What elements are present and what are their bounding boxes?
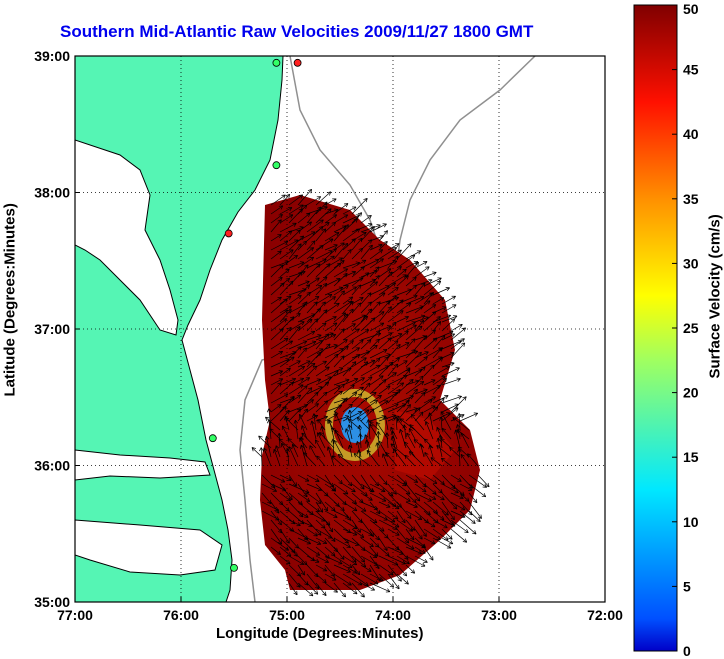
radar-stations — [208, 58, 302, 572]
x-tick-label: 73:00 — [481, 607, 517, 623]
x-tick-label: 76:00 — [163, 607, 199, 623]
y-tick-label: 39:00 — [34, 48, 70, 64]
fast-band — [395, 410, 455, 480]
colorbar-tick-label: 0 — [683, 643, 691, 659]
station-marker — [272, 161, 281, 170]
y-axis-ticks: 39:00 38:00 37:00 36:00 35:00 — [34, 48, 80, 610]
x-tick-label: 77:00 — [57, 607, 93, 623]
colorbar-tick-label: 10 — [683, 514, 699, 530]
x-axis-label: Longitude (Degrees:Minutes) — [216, 625, 424, 642]
station-marker — [224, 229, 233, 238]
colorbar-tick-label: 20 — [683, 385, 699, 401]
colorbar-tick-label: 50 — [683, 1, 699, 17]
x-axis-ticks: 77:00 76:00 75:00 74:00 73:00 72:00 — [57, 597, 623, 623]
y-tick-label: 38:00 — [34, 185, 70, 201]
x-tick-label: 75:00 — [269, 607, 305, 623]
colorbar-tick-label: 5 — [683, 578, 691, 594]
colorbar-tick-label: 30 — [683, 255, 699, 271]
chesapeake-bay — [75, 139, 179, 336]
colorbar-tick-label: 25 — [683, 320, 699, 336]
x-tick-label: 74:00 — [375, 607, 411, 623]
colorbar-tick-label: 45 — [683, 62, 699, 78]
y-tick-label: 37:00 — [34, 321, 70, 337]
colorbar-ticks: 0 5 10 15 20 25 30 35 40 45 50 — [672, 1, 699, 659]
x-tick-label: 72:00 — [587, 607, 623, 623]
station-marker — [293, 58, 302, 67]
pamlico-sound — [75, 519, 223, 576]
gridlines — [75, 56, 605, 602]
station-marker — [272, 58, 281, 67]
y-tick-label: 36:00 — [34, 458, 70, 474]
albemarle-sound — [75, 449, 211, 481]
station-marker — [208, 434, 217, 443]
velocity-vectors — [251, 189, 490, 598]
y-tick-label: 35:00 — [34, 594, 70, 610]
map-title: Southern Mid-Atlantic Raw Velocities 200… — [60, 22, 534, 41]
colorbar-tick-label: 40 — [683, 126, 699, 142]
colorbar — [633, 4, 678, 652]
colorbar-tick-label: 15 — [683, 449, 699, 465]
colorbar-tick-label: 35 — [683, 191, 699, 207]
station-marker — [230, 563, 238, 572]
